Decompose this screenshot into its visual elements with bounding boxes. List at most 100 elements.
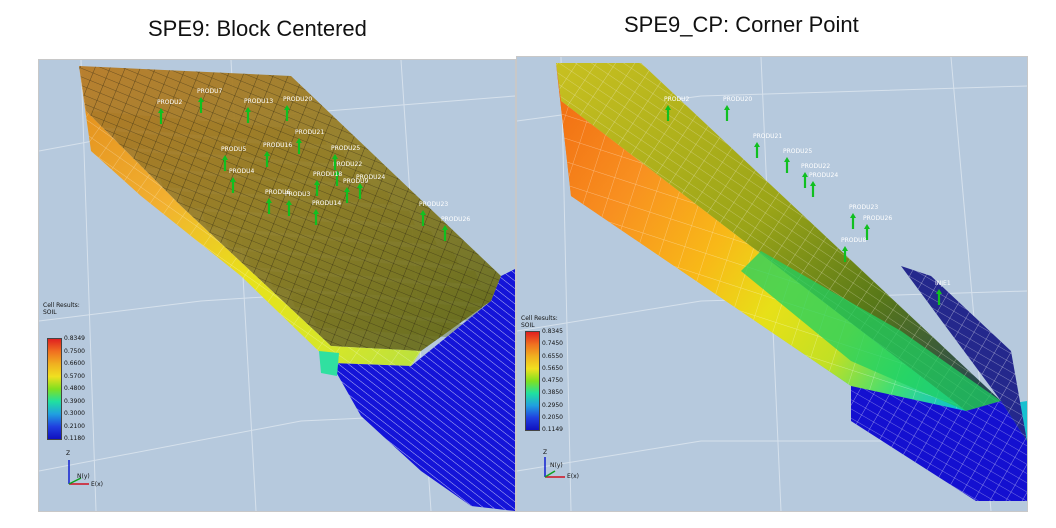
well-label: PRODU24 — [356, 174, 385, 181]
well-label: PRODU23 — [419, 201, 448, 208]
well-marker-arrowhead — [334, 170, 340, 175]
legend-tick-label: 0.2050 — [542, 413, 563, 421]
legend-tick-label: 0.5700 — [64, 372, 85, 380]
well-label: PRODU8 — [841, 237, 867, 244]
well-label: PRODU20 — [723, 96, 752, 103]
axis-z-label: Z — [543, 449, 548, 456]
axis-x-label: E(x) — [91, 481, 104, 488]
well-label: PRODU20 — [283, 96, 312, 103]
well-marker-arrowhead — [810, 181, 816, 186]
transition-band — [741, 251, 1001, 411]
well-label: PRODU2 — [157, 99, 183, 106]
axis-y-label: N(y) — [77, 473, 90, 480]
well-marker-arrowhead — [230, 177, 236, 182]
legend-tick-label: 0.8345 — [542, 328, 563, 335]
well-label: PRODU24 — [809, 172, 838, 179]
well-label: PRODU7 — [197, 88, 223, 95]
legend-tick-label: 0.2100 — [64, 422, 85, 430]
well-label: PRODU26 — [863, 215, 892, 222]
well-label: PRODU22 — [333, 161, 362, 168]
legend-tick-label: 0.3850 — [542, 389, 563, 397]
well-marker-arrowhead — [266, 198, 272, 203]
well-label: PRODU4 — [229, 168, 255, 175]
legend-tick-label: 0.1180 — [64, 435, 85, 442]
well-markers: PRODU2 PRODU20 PRODU21 PRODU25 PRODU22 PRODU2… — [664, 96, 951, 305]
right-view-title: SPE9_CP: Corner Point — [624, 12, 859, 37]
axis-triad-arrows — [544, 457, 565, 478]
legend-tick-label: 0.6600 — [64, 360, 85, 367]
well-label: PRODU14 — [312, 200, 341, 207]
background-grid-lines — [517, 57, 1027, 511]
well-marker-arrowhead — [864, 224, 870, 229]
well-label: PRODU6 — [265, 189, 291, 196]
well-marker-arrowhead — [754, 142, 760, 147]
well-label: PRODU22 — [801, 163, 830, 170]
well-label: PRODU16 — [263, 142, 292, 149]
well-marker-arrowhead — [332, 154, 338, 159]
well-marker-arrowhead — [420, 210, 426, 215]
legend-tick-label: 0.8349 — [64, 335, 85, 342]
color-legend: Cell Results: SOIL 0.8345 0.7450 0.6550 0.5… — [521, 315, 601, 465]
well-label: PRODU25 — [331, 145, 360, 152]
well-marker-arrowhead — [936, 289, 942, 294]
color-legend: Cell Results: SOIL 0.8349 0.7500 0.6600 0.5… — [43, 302, 123, 452]
legend-tick-label: 0.4800 — [64, 385, 85, 392]
well-label: PRODU21 — [753, 133, 782, 140]
well-label: INJE1 — [935, 280, 951, 287]
well-marker-arrowhead — [245, 107, 251, 112]
water-zone-top-gridlines — [901, 266, 1027, 441]
legend-tick-label: 0.6550 — [542, 352, 563, 360]
legend-property: SOIL — [521, 322, 535, 329]
well-marker-arrowhead — [264, 151, 270, 156]
well-label: PRODU3 — [285, 191, 311, 198]
well-marker-arrowhead — [802, 172, 808, 177]
well-label: PRODU5 — [221, 146, 247, 153]
legend-tick-label: 0.3900 — [64, 397, 85, 405]
well-marker-arrowhead — [158, 108, 164, 113]
well-label: PRODU26 — [441, 216, 470, 223]
well-label: PRODU9 — [343, 178, 369, 185]
well-marker-arrowhead — [784, 157, 790, 162]
well-label: PRODU13 — [244, 98, 273, 105]
legend-header: Cell Results: — [43, 302, 80, 309]
legend-color-bar — [47, 338, 62, 440]
legend-tick-label: 0.2950 — [542, 401, 563, 409]
well-marker-arrowhead — [313, 209, 319, 214]
well-marker-arrowhead — [286, 200, 292, 205]
well-marker-arrowhead — [842, 246, 848, 251]
legend-header: Cell Results: — [521, 315, 558, 322]
well-label: PRODU2 — [664, 96, 690, 103]
legend-color-bar — [525, 331, 540, 431]
block-centered-grid-model[interactable]: PRODU7 PRODU13 PRODU20 PRODU2 PRODU21PRODU16… — [39, 60, 515, 511]
well-label: PRODU21 — [295, 129, 324, 136]
water-zone-gridlines — [851, 386, 1027, 501]
legend-tick-label: 0.4750 — [542, 377, 563, 384]
axis-z-label: Z — [66, 450, 71, 457]
well-markers: PRODU7 PRODU13 PRODU20 PRODU2 PRODU21PRODU16… — [157, 88, 470, 241]
axis-triad-arrows — [68, 460, 89, 485]
well-marker-arrowhead — [314, 180, 320, 185]
well-marker-arrowhead — [442, 225, 448, 230]
well-label: PRODU23 — [849, 204, 878, 211]
well-label: PRODU25 — [783, 148, 812, 155]
axis-triad: Z N(y) E(x) — [61, 450, 121, 500]
well-marker-arrowhead — [724, 105, 730, 110]
top-surface-gridlines — [556, 63, 1001, 411]
well-label: PRODU18 — [313, 171, 342, 178]
axis-y-label: N(y) — [550, 462, 563, 469]
legend-tick-label: 0.5650 — [542, 364, 563, 372]
water-zone-gridlines — [331, 269, 515, 511]
well-marker-arrowhead — [284, 105, 290, 110]
legend-tick-label: 0.3000 — [64, 410, 85, 417]
corner-point-grid-model[interactable]: PRODU2 PRODU20 PRODU21 PRODU25 PRODU22 PRODU2… — [517, 57, 1027, 511]
well-marker-arrowhead — [850, 213, 856, 218]
corner-point-3d-view[interactable]: PRODU2 PRODU20 PRODU21 PRODU25 PRODU22 PRODU2… — [516, 56, 1028, 512]
block-centered-3d-view[interactable]: PRODU7 PRODU13 PRODU20 PRODU2 PRODU21 PRODU16… — [38, 59, 516, 512]
legend-tick-label: 0.1149 — [542, 426, 563, 433]
legend-tick-label: 0.7500 — [64, 347, 85, 355]
left-view-title: SPE9: Block Centered — [148, 16, 367, 41]
axis-x-label: E(x) — [567, 473, 580, 480]
well-marker-arrowhead — [357, 183, 363, 188]
legend-tick-label: 0.7450 — [542, 340, 563, 348]
well-marker-arrowhead — [198, 97, 204, 102]
